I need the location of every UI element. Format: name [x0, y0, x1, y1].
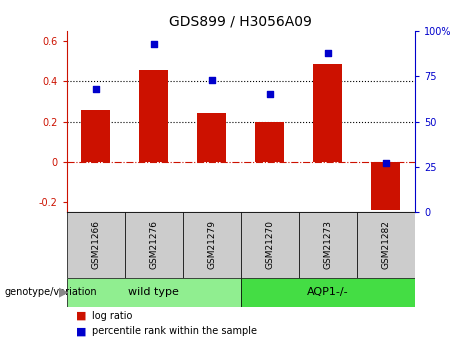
Text: genotype/variation: genotype/variation [5, 287, 97, 297]
Bar [197, 112, 226, 162]
Text: GSM21270: GSM21270 [266, 220, 274, 269]
Bar [81, 110, 110, 162]
Bar [255, 121, 284, 162]
Text: GSM21279: GSM21279 [207, 220, 216, 269]
Point [382, 160, 390, 166]
Text: ■: ■ [76, 311, 87, 321]
Text: ▶: ▶ [59, 286, 68, 299]
Text: log ratio: log ratio [92, 311, 133, 321]
Bar [125, 212, 183, 278]
Bar [139, 70, 168, 162]
Bar [372, 162, 401, 210]
Text: GSM21266: GSM21266 [91, 220, 100, 269]
Text: GSM21282: GSM21282 [381, 220, 390, 269]
Text: AQP1-/-: AQP1-/- [307, 287, 349, 297]
Bar [67, 278, 241, 307]
Bar [241, 278, 415, 307]
Bar [299, 212, 357, 278]
Text: percentile rank within the sample: percentile rank within the sample [92, 326, 257, 336]
Bar [357, 212, 415, 278]
Bar [241, 212, 299, 278]
Bar [67, 212, 125, 278]
Bar [183, 212, 241, 278]
Point [266, 92, 273, 97]
Bar [313, 64, 343, 162]
Text: GSM21276: GSM21276 [149, 220, 159, 269]
Point [150, 41, 158, 47]
Title: GDS899 / H3056A09: GDS899 / H3056A09 [170, 14, 312, 29]
Text: GSM21273: GSM21273 [323, 220, 332, 269]
Point [208, 77, 216, 83]
Text: ■: ■ [76, 326, 87, 336]
Text: wild type: wild type [129, 287, 179, 297]
Point [324, 50, 331, 56]
Point [92, 86, 100, 92]
